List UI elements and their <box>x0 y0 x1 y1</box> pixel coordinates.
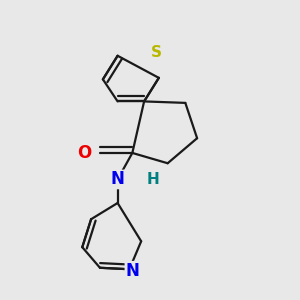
Text: N: N <box>125 262 139 280</box>
Text: H: H <box>147 172 160 187</box>
Text: O: O <box>77 144 91 162</box>
Text: S: S <box>150 45 161 60</box>
Text: N: N <box>111 170 124 188</box>
